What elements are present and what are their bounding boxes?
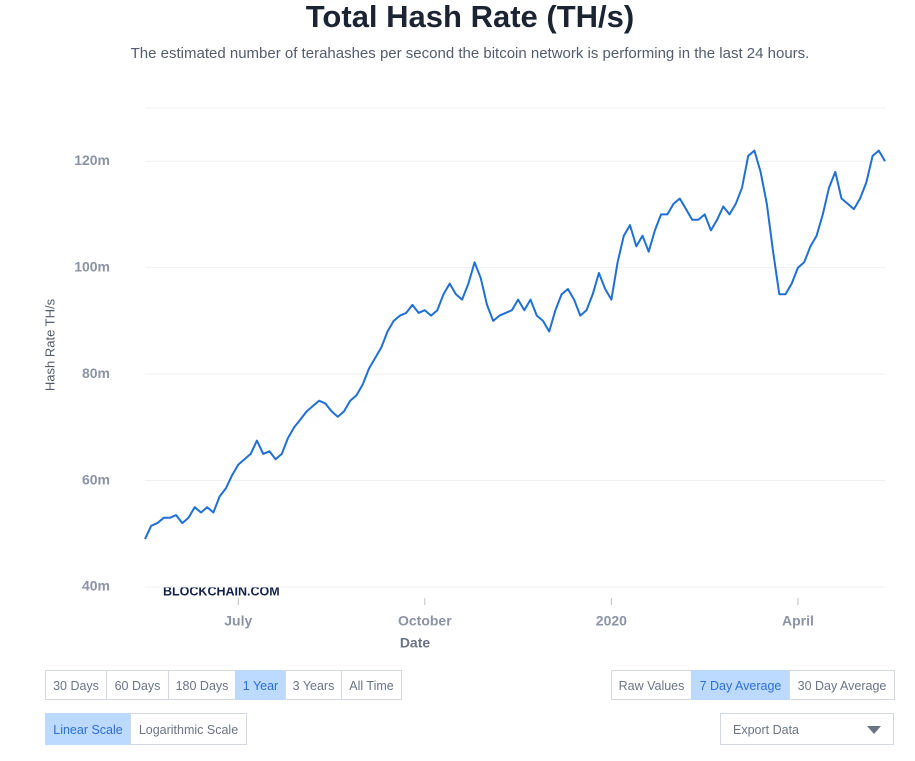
x-axis-label: Date	[400, 635, 431, 651]
y-tick-label: 120m	[74, 152, 110, 168]
line-series	[144, 149, 886, 540]
scale-button[interactable]: Linear Scale	[45, 713, 131, 745]
y-tick-label: 100m	[74, 258, 110, 274]
timespan-button[interactable]: 30 Days	[45, 670, 107, 700]
x-tick-label: October	[398, 613, 452, 629]
x-tick-label: 2020	[596, 613, 627, 629]
dropdown-arrow	[867, 726, 881, 734]
timespan-button[interactable]: 180 Days	[168, 670, 236, 700]
scale-button[interactable]: Logarithmic Scale	[130, 713, 247, 745]
average-button[interactable]: Raw Values	[611, 670, 692, 700]
timespan-button[interactable]: 60 Days	[106, 670, 169, 700]
timespan-button[interactable]: 3 Years	[285, 670, 342, 700]
x-tick-label: July	[224, 613, 252, 629]
y-tick-label: 60m	[82, 471, 110, 487]
chart-title: Total Hash Rate (TH/s)	[306, 0, 634, 34]
y-tick-label: 40m	[82, 578, 110, 594]
x-tick-label: April	[782, 613, 814, 629]
watermark: BLOCKCHAIN.COM	[163, 584, 280, 598]
y-tick-label: 80m	[82, 365, 110, 381]
average-button[interactable]: 7 Day Average	[691, 670, 790, 700]
average-button[interactable]: 30 Day Average	[789, 670, 895, 700]
y-axis-label: Hash Rate TH/s	[42, 298, 57, 391]
timespan-button[interactable]: 1 Year	[235, 670, 286, 700]
export-dropdown[interactable]: Export Data	[720, 713, 894, 745]
chart-subtitle: The estimated number of terahashes per s…	[131, 45, 810, 62]
timespan-button[interactable]: All Time	[341, 670, 402, 700]
chart: Total Hash Rate (TH/s) The estimated num…	[42, 0, 886, 651]
export-label: Export Data	[733, 723, 800, 737]
